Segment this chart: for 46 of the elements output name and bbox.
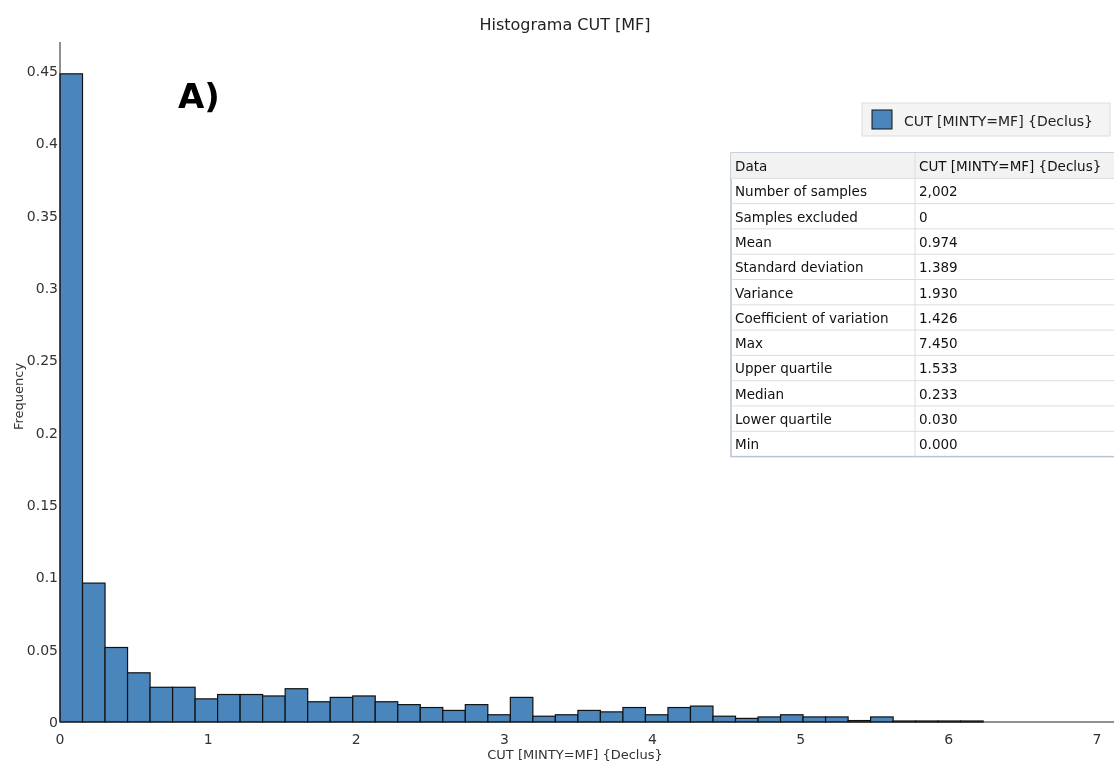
annotation: 1.533 [919,360,958,377]
annotation: Lower quartile [735,411,832,427]
annotation: Coefficient of variation [735,309,889,326]
x-tick-label: 3 [499,731,509,747]
annotation: Samples excluded [735,208,858,225]
annotation: Min [735,436,759,453]
annotation: 0.974 [919,233,958,250]
annotation: Median [735,385,785,402]
y-tick-label: 0.2 [35,424,58,441]
y-tick-label: 0.45 [26,62,58,79]
annotation: Number of samples [735,183,867,200]
x-tick-label: 7 [1092,731,1102,747]
annotation: 1.389 [919,259,958,276]
y-tick-label: 0.35 [26,207,58,224]
annotation: 1.930 [919,284,958,301]
x-tick-label: 1 [203,731,213,747]
y-tick-label: 0.05 [26,641,58,658]
x-tick-label: 2 [351,731,361,747]
annotation: CUT [MINTY=MF] {Declus} [919,158,1102,174]
annotation: A) [178,76,220,116]
annotation: 7.450 [919,335,958,352]
y-axis-title: Frequency [11,362,26,431]
y-tick-label: 0.25 [26,352,58,369]
y-tick-label: 0.4 [35,135,59,152]
x-tick-label: 4 [648,731,658,747]
annotation: 1.426 [919,309,958,326]
y-tick-label: 0.1 [35,569,58,586]
annotation: Standard deviation [735,259,864,276]
annotation: Variance [735,284,794,301]
y-tick-label: 0.15 [26,496,58,513]
y-tick-label: 0 [49,714,58,730]
x-tick-label: 5 [796,731,806,747]
legend-label: CUT [MINTY=MF] {Declus} [904,113,1094,129]
x-axis-title: CUT [MINTY=MF] {Declus} [487,747,663,762]
annotation: 0.030 [919,411,958,427]
annotation: 0.233 [919,385,958,402]
annotation: 0.000 [919,436,958,453]
y-tick-label: 0.3 [35,279,58,296]
chart-title: Histograma CUT [MF] [479,15,651,34]
annotation: Data [735,158,768,174]
annotation: Mean [735,233,772,250]
annotation: 0 [919,208,928,225]
annotation: 2,002 [919,183,958,200]
annotation: Max [735,335,763,352]
x-tick-label: 6 [944,731,954,747]
annotation: Upper quartile [735,360,833,377]
